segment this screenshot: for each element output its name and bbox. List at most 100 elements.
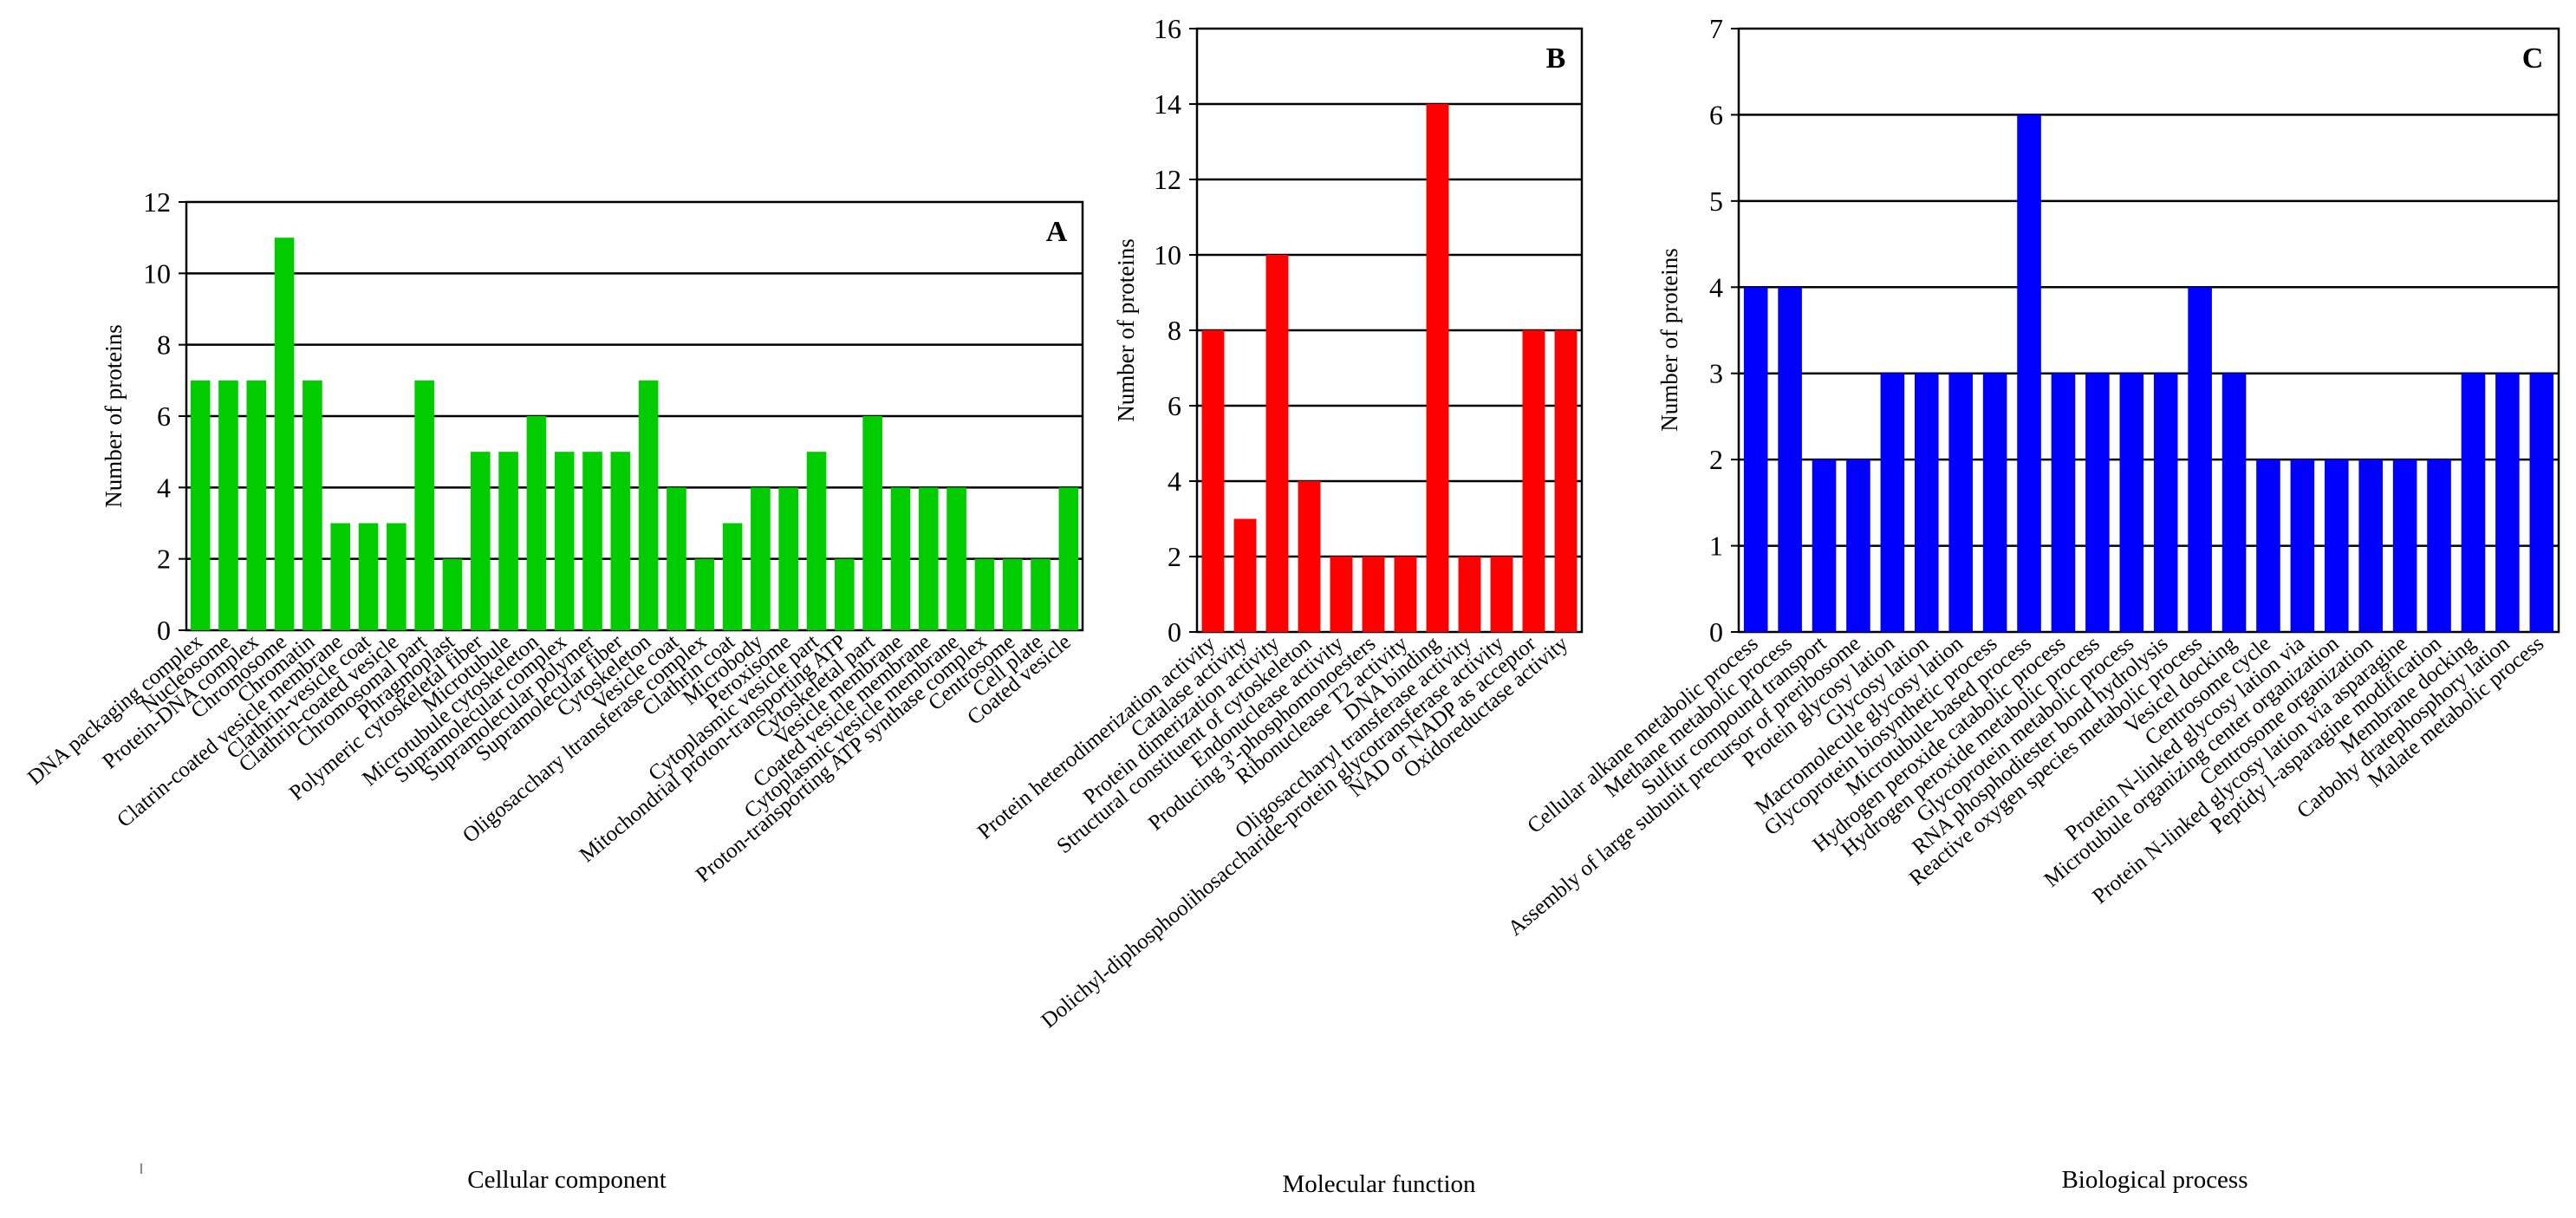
- panel-label: B: [1546, 42, 1566, 75]
- y-tick-label: 4: [1168, 466, 1181, 497]
- bar-proton-transporting-atp-synthase-complex: [974, 558, 995, 630]
- y-axis-label: Number of proteins: [1656, 248, 1682, 431]
- bar-cell-plate: [1031, 558, 1051, 630]
- y-axis-label: Number of proteins: [1113, 238, 1139, 421]
- bar-malate-metabolic-process: [2529, 373, 2554, 632]
- y-tick-label: 1: [1709, 531, 1723, 562]
- y-tick-label: 12: [143, 186, 171, 218]
- plot-frame: [1737, 27, 2560, 634]
- small-mark: [140, 1163, 142, 1174]
- bar-nucleosome: [218, 380, 238, 630]
- bar-cytoplasmic-vesicle-membrane: [946, 487, 966, 630]
- caption-molecular-function: Molecular function: [1282, 1170, 1476, 1198]
- bar-sulfur-compound-transport: [1812, 459, 1837, 632]
- bar-oligosaccharyl-transferase-activity: [1458, 557, 1481, 632]
- y-tick-label: 7: [1709, 13, 1723, 44]
- bar-microtubule-organizing-center-organization: [2324, 459, 2349, 632]
- caption-cellular-component: Cellular component: [467, 1166, 667, 1194]
- y-tick-label: 6: [1168, 390, 1181, 421]
- panel-label: A: [1046, 216, 1068, 248]
- bar-protein-glycosy-lation: [1880, 373, 1905, 632]
- y-tick-label: 12: [1154, 164, 1181, 195]
- bar-structural-constituent-of-cytoskeleton: [1298, 481, 1321, 632]
- bar-chromosomal-part: [414, 380, 434, 630]
- bar-producing-3-phosphomonoesters: [1362, 557, 1385, 632]
- y-tick-label: 0: [1709, 616, 1723, 648]
- bar-polymeric-cytoskeletal-fiber: [470, 452, 491, 630]
- y-tick-label: 4: [157, 472, 171, 503]
- y-tick-label: 0: [1168, 616, 1181, 648]
- bar-protein-dimerization-activity: [1265, 255, 1289, 632]
- y-tick-label: 2: [1168, 541, 1181, 572]
- bar-methane-metabolic-process: [1778, 287, 1802, 632]
- bar-cytoskeletal-part: [862, 416, 882, 630]
- bar-microtubule: [498, 452, 518, 630]
- bar-clathrin-vesicle-coat: [358, 523, 379, 630]
- bar-peptidy-l-asparagine-modification: [2427, 459, 2451, 632]
- bar-phragmoplast: [442, 558, 463, 630]
- bar-protein-n-linked-glycosy-lation-via: [2290, 459, 2315, 632]
- bar-dna-binding: [1426, 104, 1449, 632]
- y-tick-label: 16: [1154, 13, 1181, 44]
- bar-oxidoreductase-activity: [1554, 330, 1577, 632]
- bar-clathrin-coat: [722, 523, 743, 630]
- bar-assembly-of-large-subunit-precursor-of-preribosome: [1846, 459, 1870, 632]
- caption-biological-process: Biological process: [2061, 1166, 2247, 1194]
- bar-nad-or-nadp-as-acceptor: [1522, 330, 1545, 632]
- bar-glycosy-lation: [1914, 373, 1939, 632]
- bar-centrosome-cycle: [2256, 459, 2280, 632]
- bar-coated-vesicle: [1058, 487, 1079, 630]
- bar-supramolecular-fiber: [610, 452, 631, 630]
- bar-cytoplasmic-vesicle-part: [806, 452, 827, 630]
- bar-protein-heterodimerization-activity: [1201, 330, 1225, 632]
- bar-supramolecular-complex: [554, 452, 575, 630]
- y-tick-label: 14: [1154, 88, 1181, 120]
- y-tick-label: 2: [1709, 444, 1723, 475]
- bar-centrosome-organization: [2358, 459, 2384, 632]
- bar-chromosome: [274, 238, 295, 630]
- y-tick-label: 8: [157, 329, 171, 361]
- bar-endonuclease-activity: [1330, 557, 1353, 632]
- bar-hydrogen-peroxide-metabolic-process: [2085, 373, 2110, 632]
- bar-carbohy-dratephosphory-lation: [2495, 373, 2520, 632]
- bar-glycoprotein-biosynthetic-process: [1982, 373, 2007, 632]
- bar-centrosome: [1002, 558, 1023, 630]
- y-tick-label: 10: [143, 257, 171, 289]
- panel-label: C: [2522, 42, 2544, 75]
- bar-glycoprotein-metabolic-process: [2119, 373, 2144, 632]
- bar-macromolecule-glycosy-lation: [1948, 373, 1974, 632]
- bar-membrane-docking: [2461, 373, 2486, 632]
- y-tick-label: 2: [157, 544, 171, 575]
- bar-protein-dna-complex: [246, 380, 267, 630]
- bar-peroxisome: [778, 487, 799, 630]
- bar-cytoskeleton: [638, 380, 659, 630]
- bar-vesicel-docking: [2221, 373, 2247, 632]
- bar-vesicle-coat: [667, 487, 686, 630]
- y-tick-label: 8: [1168, 315, 1181, 346]
- bar-dolichyl-diphosphoolihosaccharide-protein-glycotransferase-activity: [1490, 557, 1513, 632]
- y-tick-label: 6: [1709, 99, 1723, 130]
- y-tick-label: 4: [1709, 271, 1723, 303]
- bar-microtubule-cytoskeleton: [526, 416, 547, 630]
- bar-protein-n-linked-glycosy-lation-via-asparagine: [2392, 459, 2417, 632]
- y-tick-label: 0: [157, 615, 171, 646]
- bar-cellular-alkane-metabolic-process: [1743, 287, 1768, 632]
- y-tick-label: 6: [157, 401, 171, 432]
- y-tick-label: 3: [1709, 358, 1723, 389]
- bar-chromatin: [302, 380, 322, 630]
- bar-catalase-activity: [1233, 518, 1257, 632]
- bar-microbody: [751, 487, 771, 630]
- bar-mitochondrial-proton-transporting-atp: [835, 558, 855, 630]
- bar-rna-phosphodiester-bond-hydrolysis: [2153, 373, 2178, 632]
- bar-ribonuclease-t2-activity: [1394, 557, 1417, 632]
- bar-clathrin-coated-vesicle: [387, 523, 407, 630]
- bar-microtubule-based-process: [2017, 114, 2041, 632]
- bar-clatrin-coated-vesicle-membrane: [330, 523, 351, 630]
- bar-vesicle-membrane: [890, 487, 911, 630]
- bar-reactive-oxygen-species-metabolic-process: [2188, 287, 2212, 632]
- y-axis-label: Number of proteins: [101, 324, 127, 507]
- bar-coated-vesicle-membrane: [918, 487, 939, 630]
